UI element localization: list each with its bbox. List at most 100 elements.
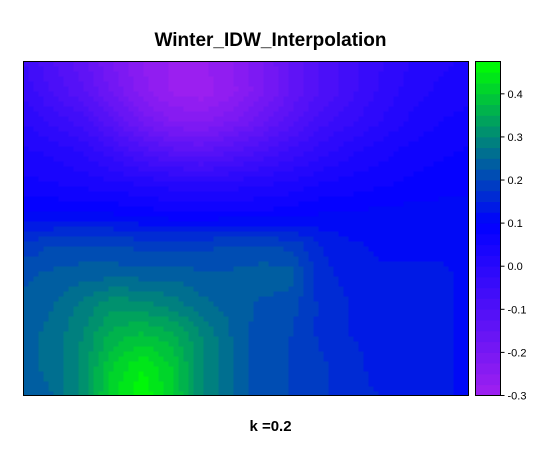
heatmap-cell: [458, 241, 464, 247]
heatmap-cell: [333, 151, 339, 157]
heatmap-cell: [318, 271, 324, 277]
heatmap-cell: [343, 161, 349, 167]
heatmap-cell: [428, 276, 434, 282]
heatmap-cell: [458, 66, 464, 72]
heatmap-cell: [163, 281, 169, 287]
heatmap-cell: [393, 126, 399, 132]
heatmap-cell: [378, 186, 384, 192]
heatmap-cell: [423, 211, 429, 217]
heatmap-cell: [413, 221, 419, 227]
heatmap-cell: [378, 111, 384, 117]
heatmap-cell: [423, 196, 429, 202]
heatmap-cell: [413, 216, 419, 222]
heatmap-cell: [243, 96, 249, 102]
heatmap-cell: [113, 166, 119, 172]
heatmap-cell: [163, 61, 169, 67]
heatmap-cell: [143, 321, 149, 327]
heatmap-cell: [33, 161, 39, 167]
heatmap-cell: [258, 291, 264, 297]
heatmap-cell: [458, 251, 464, 257]
heatmap-cell: [443, 181, 449, 187]
heatmap-cell: [213, 266, 219, 272]
heatmap-cell: [283, 76, 289, 82]
heatmap-cell: [128, 336, 134, 342]
heatmap-cell: [408, 276, 414, 282]
heatmap-cell: [133, 241, 139, 247]
heatmap-cell: [383, 246, 389, 252]
heatmap-cell: [203, 296, 209, 302]
heatmap-cell: [378, 291, 384, 297]
heatmap-cell: [408, 206, 414, 212]
heatmap-cell: [183, 131, 189, 137]
heatmap-cell: [458, 201, 464, 207]
heatmap-cell: [123, 111, 129, 117]
heatmap-cell: [288, 276, 294, 282]
heatmap-cell: [263, 176, 269, 182]
heatmap-cell: [333, 131, 339, 137]
heatmap-cell: [153, 291, 159, 297]
heatmap-cell: [203, 176, 209, 182]
heatmap-cell: [363, 141, 369, 147]
heatmap-cell: [63, 206, 69, 212]
heatmap-cell: [373, 206, 379, 212]
heatmap-cell: [243, 261, 249, 267]
heatmap-cell: [338, 71, 344, 77]
heatmap-cell: [108, 166, 114, 172]
heatmap-cell: [348, 126, 354, 132]
heatmap-cell: [278, 116, 284, 122]
heatmap-cell: [28, 266, 34, 272]
heatmap-cell: [28, 116, 34, 122]
heatmap-cell: [158, 261, 164, 267]
heatmap-cell: [178, 191, 184, 197]
heatmap-cell: [113, 261, 119, 267]
heatmap-cell: [363, 81, 369, 87]
heatmap-cell: [173, 61, 179, 67]
heatmap-cell: [98, 276, 104, 282]
heatmap-cell: [93, 216, 99, 222]
heatmap-cell: [338, 201, 344, 207]
heatmap-cell: [198, 176, 204, 182]
heatmap-cell: [338, 181, 344, 187]
heatmap-cell: [208, 96, 214, 102]
heatmap-cell: [338, 191, 344, 197]
heatmap-cell: [63, 216, 69, 222]
heatmap-cell: [103, 226, 109, 232]
heatmap-cell: [118, 296, 124, 302]
heatmap-cell: [48, 81, 54, 87]
heatmap-cell: [23, 61, 29, 67]
heatmap-cell: [383, 201, 389, 207]
heatmap-cell: [418, 311, 424, 317]
heatmap-cell: [168, 256, 174, 262]
heatmap-cell: [278, 171, 284, 177]
heatmap-cell: [123, 266, 129, 272]
heatmap-cell: [133, 331, 139, 337]
heatmap-cell: [73, 91, 79, 97]
heatmap-cell: [223, 296, 229, 302]
heatmap-cell: [298, 321, 304, 327]
heatmap-cell: [233, 271, 239, 277]
heatmap-cell: [288, 91, 294, 97]
heatmap-cell: [398, 216, 404, 222]
heatmap-cell: [38, 196, 44, 202]
heatmap-cell: [98, 86, 104, 92]
heatmap-cell: [348, 206, 354, 212]
heatmap-cell: [373, 96, 379, 102]
heatmap-cell: [308, 96, 314, 102]
heatmap-cell: [228, 281, 234, 287]
heatmap-cell: [453, 96, 459, 102]
heatmap-cell: [353, 191, 359, 197]
heatmap-cell: [163, 236, 169, 242]
heatmap-cell: [453, 156, 459, 162]
heatmap-cell: [398, 91, 404, 97]
heatmap-cell: [263, 91, 269, 97]
heatmap-cell: [443, 276, 449, 282]
heatmap-cell: [248, 151, 254, 157]
heatmap-cell: [258, 271, 264, 277]
heatmap-cell: [423, 231, 429, 237]
heatmap-cell: [63, 111, 69, 117]
heatmap-cell: [318, 171, 324, 177]
heatmap-cell: [138, 306, 144, 312]
heatmap-cell: [68, 271, 74, 277]
heatmap-cell: [408, 166, 414, 172]
heatmap-cell: [243, 71, 249, 77]
